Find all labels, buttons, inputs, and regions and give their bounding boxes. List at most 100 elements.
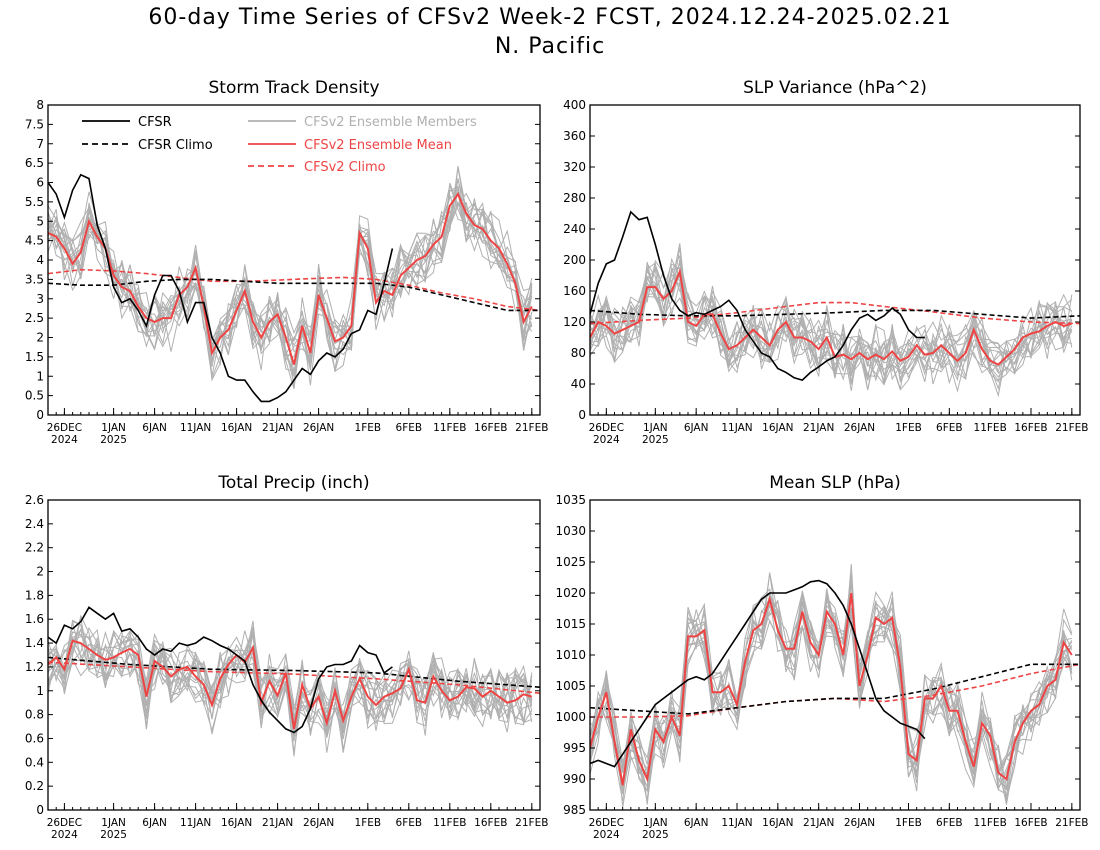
x-tick-label: 6JAN	[142, 422, 167, 434]
x-tick-label: 1FEB	[895, 817, 922, 829]
x-tick-label: 26JAN	[844, 422, 875, 434]
x-tick-label: 16FEB	[474, 422, 507, 434]
x-tick-label: 26JAN	[844, 817, 875, 829]
chart-panel-1: Storm Track Density 0 0.5 1 1.5 2 2.5 3 3.5 4 4.5 5…	[25, 78, 549, 446]
y-tick-label: 0.5	[25, 389, 44, 403]
ensemble-member-line	[590, 254, 1073, 391]
y-tick-label: 1010	[555, 648, 586, 662]
chart-panel-3: Total Precip (inch) 0 0.2 0.4 0.6 0.8 1 1.2 1.4 1…	[25, 473, 549, 841]
x-tick-label: 6FEB	[396, 817, 423, 829]
plot-area	[48, 606, 540, 757]
legend-cfsv2-climo-label: CFSv2 Climo	[304, 160, 386, 175]
plot-area	[48, 166, 540, 403]
ensemble-member-line	[48, 632, 533, 734]
cfsr-line	[48, 606, 393, 734]
y-tick-label: 1.5	[25, 350, 44, 364]
ensemble-member-line	[590, 270, 1073, 389]
ensemble-mean-line	[48, 192, 533, 365]
y-tick-label: 1.2	[25, 660, 44, 674]
x-tick-label: 11JAN	[180, 422, 211, 434]
y-tick-label: 120	[563, 315, 586, 329]
x-tick-label: 1JAN	[643, 817, 668, 829]
x-tick-label: 6JAN	[684, 817, 709, 829]
y-tick-label: 320	[563, 160, 586, 174]
chart-panel-4: Mean SLP (hPa) 985 990 995 1000 1005 1010 1015 1…	[555, 473, 1088, 841]
legend-cfsr-label: CFSR	[138, 115, 172, 130]
plot-area	[590, 563, 1080, 808]
y-tick-label: 1.6	[25, 612, 44, 626]
x-tick-year-label: 2024	[593, 829, 620, 841]
x-tick-label: 11FEB	[433, 422, 466, 434]
x-tick-label: 21JAN	[803, 422, 834, 434]
y-tick-label: 0.8	[25, 708, 44, 722]
panel-title: Total Precip (inch)	[217, 473, 369, 493]
x-tick-label: 16FEB	[1014, 422, 1047, 434]
x-tick-label: 16FEB	[474, 817, 507, 829]
y-tick-label: 240	[563, 222, 586, 236]
ensemble-mean-line	[590, 267, 1073, 366]
x-tick-label: 6JAN	[142, 817, 167, 829]
x-tick-label: 16JAN	[221, 422, 252, 434]
y-tick-label: 1.8	[25, 588, 44, 602]
y-tick-label: 0.6	[25, 731, 44, 745]
ensemble-member-line	[590, 598, 1073, 795]
x-tick-label: 16JAN	[762, 817, 793, 829]
cfsr-climo-line	[48, 656, 540, 688]
x-tick-label: 26DEC	[47, 422, 82, 434]
ensemble-member-line	[48, 191, 533, 376]
y-tick-label: 2.6	[25, 493, 44, 507]
y-tick-label: 1	[36, 684, 44, 698]
x-tick-year-label: 2025	[642, 434, 669, 446]
y-tick-label: 280	[563, 191, 586, 205]
ensemble-member-line	[590, 259, 1073, 391]
ensemble-member-line	[590, 266, 1073, 391]
y-tick-label: 160	[563, 284, 586, 298]
y-tick-label: 0	[578, 408, 586, 422]
x-tick-label: 21JAN	[262, 422, 293, 434]
y-tick-label: 1025	[555, 555, 586, 569]
cfsv2-climo-line	[590, 663, 1080, 718]
figure-title: 60-day Time Series of CFSv2 Week-2 FCST,…	[148, 5, 952, 30]
ensemble-member-line	[590, 591, 1072, 791]
x-tick-label: 16FEB	[1014, 817, 1047, 829]
panel-title: Storm Track Density	[208, 78, 379, 98]
y-tick-label: 200	[563, 253, 586, 267]
y-tick-label: 1000	[555, 710, 586, 724]
x-tick-label: 1JAN	[643, 422, 668, 434]
x-tick-label: 11FEB	[433, 817, 466, 829]
x-tick-label: 11FEB	[974, 422, 1007, 434]
y-tick-label: 1	[36, 369, 44, 383]
y-tick-label: 0	[36, 803, 44, 817]
y-tick-label: 0.2	[25, 779, 44, 793]
y-tick-label: 1.4	[25, 636, 44, 650]
y-tick-label: 990	[563, 772, 586, 786]
y-tick-label: 360	[563, 129, 586, 143]
y-tick-label: 0.4	[25, 755, 44, 769]
x-tick-label: 16JAN	[221, 817, 252, 829]
cfsr-line	[48, 173, 394, 403]
x-tick-year-label: 2025	[642, 829, 669, 841]
y-tick-label: 6	[36, 176, 44, 190]
cfsr-line	[590, 210, 925, 381]
x-tick-label: 1FEB	[895, 422, 922, 434]
ensemble-member-line	[48, 630, 533, 757]
y-tick-label: 985	[563, 803, 586, 817]
y-tick-label: 400	[563, 98, 586, 112]
y-tick-label: 80	[571, 346, 586, 360]
legend-ens-mean-label: CFSv2 Ensemble Mean	[304, 138, 452, 153]
y-tick-label: 5	[36, 214, 44, 228]
ensemble-member-line	[590, 266, 1072, 393]
x-tick-label: 16JAN	[762, 422, 793, 434]
y-tick-label: 2.4	[25, 517, 44, 531]
cfsv2-climo-line	[48, 661, 540, 694]
y-tick-label: 40	[571, 377, 586, 391]
legend-members-label: CFSv2 Ensemble Members	[304, 115, 477, 130]
y-tick-label: 1005	[555, 679, 586, 693]
x-tick-label: 6JAN	[684, 422, 709, 434]
x-tick-label: 11JAN	[721, 817, 752, 829]
cfsr-climo-line	[590, 309, 1080, 319]
y-tick-label: 3	[36, 292, 44, 306]
x-tick-label: 21FEB	[515, 422, 548, 434]
x-tick-label: 1JAN	[101, 422, 126, 434]
